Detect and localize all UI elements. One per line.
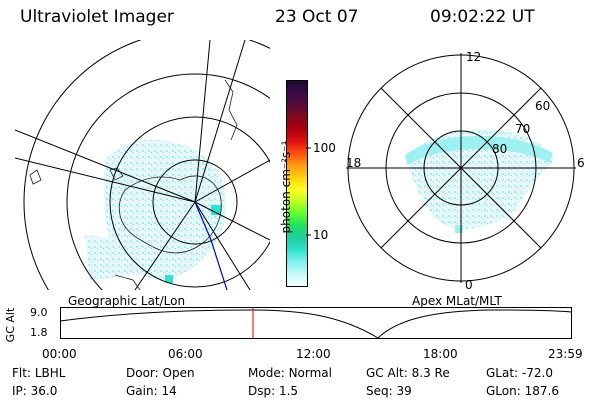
info-gc-alt: GC Alt: 8.3 Re [366, 366, 450, 380]
mlt-label-18: 18 [346, 156, 361, 170]
altitude-ytick-top: 9.0 [30, 306, 48, 319]
altitude-curve [59, 309, 572, 339]
x-tick-1200: 12:00 [296, 347, 331, 361]
color-bar [286, 80, 308, 287]
info-glon: GLon: 187.6 [486, 384, 559, 398]
lat-label-80: 80 [492, 142, 507, 156]
apex-map: 12 18 6 0 60 70 80 [346, 50, 585, 292]
lat-label-60: 60 [535, 99, 550, 113]
info-flt: Flt: LBHL [12, 366, 66, 380]
altitude-ytick-bottom: 1.8 [30, 326, 48, 339]
aurora-oval-geo [103, 139, 227, 280]
info-dsp: Dsp: 1.5 [248, 384, 299, 398]
altitude-ylabel: GC Alt [4, 307, 17, 343]
altitude-plot [59, 307, 572, 339]
info-door: Door: Open [126, 366, 195, 380]
coastline-geo [118, 175, 222, 254]
satellite-track [194, 201, 228, 290]
colorbar-ticks: 100 10 [306, 141, 336, 242]
colorbar-tick-100: 100 [313, 141, 336, 155]
x-tick-0600: 06:00 [168, 347, 203, 361]
observation-time: 09:02:22 UT [430, 7, 535, 27]
instrument-title: Ultraviolet Imager [20, 7, 174, 27]
colorbar-unit-label: photon cm⁻²s⁻¹ [279, 140, 293, 234]
latitude-circle-2 [109, 116, 270, 288]
info-glat: GLat: -72.0 [486, 366, 553, 380]
lat-label-70: 70 [515, 122, 530, 136]
latitude-circle-4 [23, 40, 270, 290]
info-mode: Mode: Normal [248, 366, 332, 380]
info-seq: Seq: 39 [366, 384, 412, 398]
colorbar-tick-10: 10 [313, 228, 328, 242]
x-tick-0000: 00:00 [42, 347, 77, 361]
mlt-label-0: 0 [465, 278, 473, 292]
observation-date: 23 Oct 07 [275, 7, 359, 27]
mlt-label-12: 12 [466, 50, 481, 64]
geo-panel-label: Geographic Lat/Lon [68, 294, 186, 308]
x-tick-2359: 23:59 [548, 347, 583, 361]
apex-panel-label: Apex MLat/MLT [412, 294, 502, 308]
info-gain: Gain: 14 [126, 384, 177, 398]
aurora-oval-apex [405, 129, 553, 230]
geographic-map [15, 40, 270, 290]
latitude-circle-3 [66, 73, 270, 290]
latitude-circle-1 [152, 159, 238, 245]
x-tick-1800: 18:00 [423, 347, 458, 361]
info-ip: IP: 36.0 [12, 384, 58, 398]
mlt-label-6: 6 [577, 156, 585, 170]
